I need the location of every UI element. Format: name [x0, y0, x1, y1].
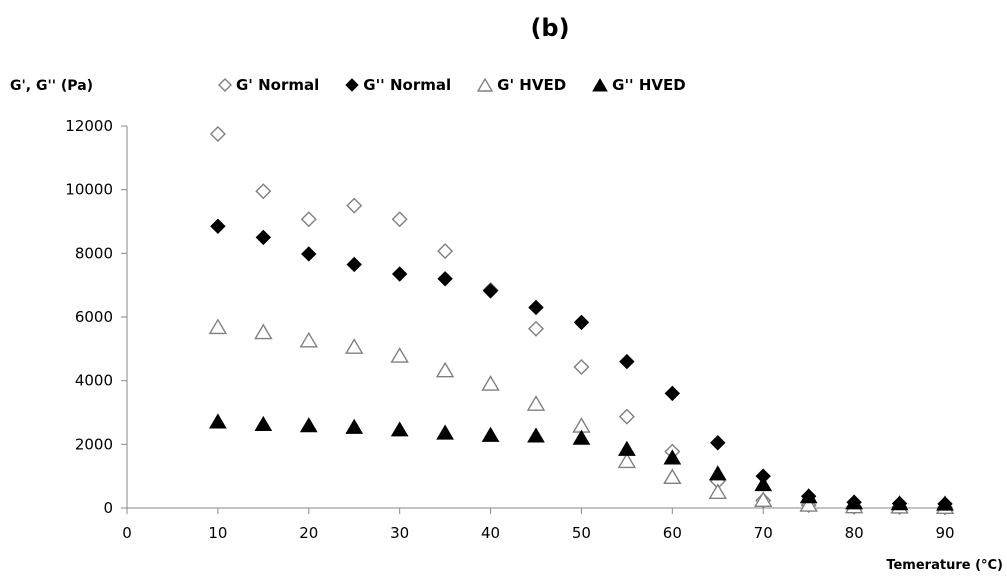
- legend-label: G' Normal: [236, 76, 320, 94]
- g-double-prime-hved-point: [572, 429, 591, 445]
- legend-item-g-double-prime-normal: G'' Normal: [345, 76, 451, 94]
- g-double-prime-hved-point: [527, 427, 545, 443]
- y-tick-label: 2000: [75, 435, 113, 453]
- g-prime-hved-point: [435, 361, 455, 378]
- chart-title: (b): [530, 14, 570, 42]
- y-tick-label: 4000: [75, 372, 113, 390]
- y-tick-label: 0: [103, 499, 113, 517]
- legend: G' Normal G'' Normal G' HVED G'' HVED: [218, 76, 686, 94]
- g-prime-hved-point: [481, 375, 500, 391]
- g-double-prime-normal-point: [619, 353, 635, 370]
- g-double-prime-hved-point: [345, 418, 364, 434]
- g-double-prime-hved-point: [936, 495, 954, 511]
- g-double-prime-hved-point: [209, 413, 227, 429]
- g-double-prime-hved-point: [481, 426, 500, 442]
- x-tick-label: 70: [754, 524, 773, 542]
- y-tick-label: 6000: [75, 308, 113, 326]
- g-double-prime-hved-point: [299, 417, 318, 433]
- g-prime-hved-point: [526, 395, 546, 411]
- y-tick-label: 12000: [65, 117, 113, 135]
- diamond-filled-icon: [345, 78, 359, 92]
- g-prime-hved-point: [617, 452, 637, 469]
- legend-item-g-double-prime-hved: G'' HVED: [592, 76, 686, 94]
- g-prime-normal-point: [209, 125, 226, 142]
- g-double-prime-hved-point: [845, 494, 863, 510]
- x-axis-label: Temerature (°C): [886, 558, 1003, 573]
- g-prime-hved-point: [799, 496, 818, 512]
- g-double-prime-hved-point: [436, 424, 454, 440]
- g-double-prime-normal-point: [710, 435, 726, 451]
- g-double-prime-normal-point: [391, 266, 408, 282]
- g-double-prime-normal-point: [210, 218, 226, 234]
- g-double-prime-hved-point: [618, 440, 636, 456]
- y-axis-label: G', G'' (Pa): [10, 78, 94, 94]
- legend-label: G' HVED: [497, 76, 567, 94]
- g-double-prime-hved-point: [754, 476, 773, 492]
- g-double-prime-normal-point: [255, 229, 272, 246]
- g-prime-hved-point: [390, 347, 409, 363]
- legend-item-g-prime-normal: G' Normal: [218, 76, 319, 94]
- y-tick-label: 8000: [75, 244, 113, 262]
- g-double-prime-normal-point: [664, 385, 681, 402]
- x-tick-label: 0: [122, 524, 132, 542]
- g-prime-hved-point: [208, 318, 228, 335]
- g-double-prime-normal-point: [528, 299, 544, 316]
- diamond-open-icon: [218, 78, 232, 92]
- g-double-prime-hved-point: [254, 415, 273, 432]
- triangle-open-icon: [477, 78, 494, 92]
- x-tick-label: 50: [572, 524, 591, 542]
- g-double-prime-hved-point: [708, 465, 727, 481]
- g-double-prime-normal-point: [573, 314, 590, 331]
- g-prime-normal-point: [391, 211, 408, 228]
- g-prime-normal-point: [437, 243, 454, 260]
- g-prime-normal-point: [346, 197, 363, 214]
- g-prime-normal-point: [300, 211, 317, 228]
- g-double-prime-hved-point: [663, 449, 682, 465]
- g-prime-normal-point: [528, 320, 544, 337]
- x-tick-label: 10: [208, 524, 227, 542]
- x-tick-label: 20: [299, 524, 318, 542]
- g-prime-hved-point: [708, 483, 728, 500]
- g-prime-hved-point: [299, 331, 319, 348]
- g-prime-hved-point: [753, 491, 773, 507]
- g-double-prime-normal-point: [301, 246, 317, 262]
- g-double-prime-normal-point: [346, 256, 362, 273]
- g-prime-normal-point: [618, 408, 635, 425]
- g-double-prime-hved-point: [799, 488, 818, 504]
- g-double-prime-hved-point: [890, 495, 909, 511]
- g-prime-normal-point: [573, 358, 590, 375]
- y-tick-label: 10000: [65, 181, 113, 199]
- g-double-prime-normal-point: [437, 271, 453, 287]
- x-tick-label: 90: [935, 524, 954, 542]
- x-tick-label: 60: [663, 524, 682, 542]
- x-tick-label: 30: [390, 524, 409, 542]
- legend-label: G'' HVED: [612, 76, 686, 94]
- g-double-prime-hved-point: [390, 421, 409, 437]
- x-tick-label: 40: [481, 524, 500, 542]
- g-prime-hved-point: [663, 468, 682, 485]
- g-prime-hved-point: [254, 323, 273, 340]
- g-prime-hved-point: [344, 338, 364, 354]
- x-tick-label: 80: [845, 524, 864, 542]
- triangle-filled-icon: [592, 78, 609, 92]
- g-double-prime-normal-point: [482, 283, 499, 299]
- legend-item-g-prime-hved: G' HVED: [477, 76, 566, 94]
- legend-label: G'' Normal: [363, 76, 452, 94]
- g-prime-normal-point: [255, 183, 272, 200]
